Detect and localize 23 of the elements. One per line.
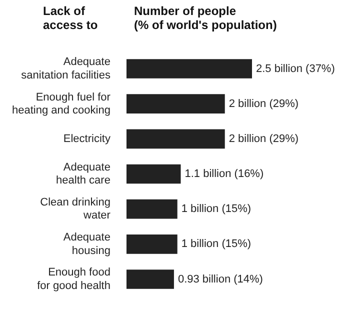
data-label: 2 billion (29%): [228, 132, 299, 145]
data-label: 1 billion (15%): [181, 238, 252, 250]
data-label: 1 billion (15%): [181, 203, 252, 216]
bar: [126, 199, 178, 219]
data-label: 0.93 billion (14%): [178, 273, 263, 286]
y-tick-label: Electricity: [63, 132, 111, 145]
bar: [126, 94, 225, 114]
data-label: 2.5 billion (37%): [256, 62, 335, 75]
x-axis-title: Number of people (% of world's population): [134, 4, 277, 32]
y-tick-label: Enough food for good health: [37, 266, 110, 292]
bar: [126, 270, 174, 289]
bar: [126, 234, 178, 254]
bar: [126, 164, 181, 184]
bar: [126, 59, 252, 78]
y-axis-title: Lack of access to: [43, 4, 98, 32]
data-label: 1.1 billion (16%): [184, 168, 264, 180]
y-tick-label: Adequate health care: [56, 161, 110, 187]
y-tick-label: Adequate sanitation facilities: [21, 56, 111, 82]
data-label: 2 billion (29%): [228, 98, 299, 110]
y-tick-label: Enough fuel for heating and cooking: [12, 91, 111, 116]
bar: [126, 129, 225, 149]
y-tick-label: Clean drinking water: [40, 196, 111, 222]
y-tick-label: Adequate housing: [63, 232, 110, 257]
